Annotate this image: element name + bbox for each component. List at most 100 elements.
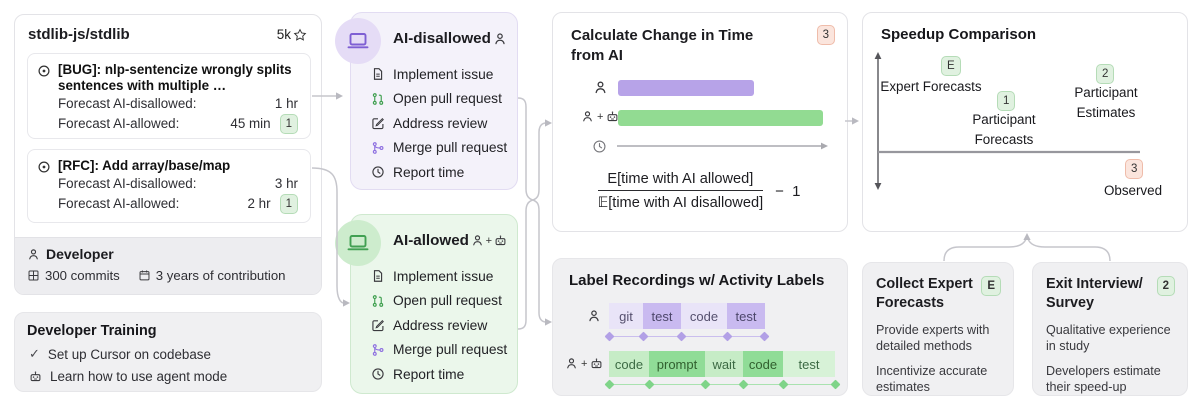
collect-paragraph: Provide experts with detailed methods: [876, 323, 990, 353]
activity-segment: wait: [705, 351, 743, 377]
issue-title: [BUG]: nlp-sentencize wrongly splits sen…: [58, 62, 292, 93]
training-card: Developer Training ✓ Set up Cursor on co…: [14, 312, 322, 392]
review-icon: [371, 116, 385, 130]
timestamp-markers: [604, 379, 841, 390]
forecast-label: Forecast AI-allowed:: [58, 196, 180, 211]
laptop-icon: [335, 220, 381, 266]
collect-forecasts-card: Collect Expert Forecasts E Provide exper…: [862, 262, 1014, 396]
task-label: Address review: [393, 317, 488, 333]
merge-icon: [371, 343, 385, 357]
task-label: Open pull request: [393, 91, 502, 107]
speedup-comparison-card: Speedup Comparison E Expert Forecasts 1 …: [862, 12, 1188, 232]
task-label: Open pull request: [393, 293, 502, 309]
repo-card: stdlib-js/stdlib 5k [BUG]: nlp-sentenciz…: [14, 14, 322, 295]
point-label-participant-forecasts: Participant Forecasts: [972, 112, 1036, 147]
document-icon: [371, 67, 385, 81]
forecast-value: 1 hr: [274, 96, 298, 111]
forecast-row: Forecast AI-allowed: 45 min 1: [58, 114, 298, 134]
exit-paragraph: Qualitative experience in study: [1046, 323, 1171, 353]
training-item: ✓ Set up Cursor on codebase: [27, 346, 309, 362]
check-icon: ✓: [29, 346, 40, 361]
formula-denominator: 𝔼[time with AI disallowed]: [597, 195, 764, 211]
actor-icons: +: [471, 234, 507, 247]
task-item: Implement issue: [371, 62, 509, 87]
exit-interview-card: Exit Interview/ Survey 2 Qualitative exp…: [1032, 262, 1188, 396]
commits-count: 300 commits: [45, 268, 120, 283]
timestamp-markers: [604, 331, 770, 342]
activity-segment: test: [643, 303, 681, 329]
task-item: Report time: [371, 362, 509, 387]
exit-paragraph: Developers estimate their speed-up: [1046, 364, 1161, 394]
activity-segment: git: [609, 303, 643, 329]
activity-segment: prompt: [649, 351, 705, 377]
actor-icons: [493, 32, 507, 46]
developer-footer: Developer 300 commits 3 years of contrib…: [15, 237, 321, 294]
issue-open-icon: [37, 160, 51, 174]
training-title: Developer Training: [27, 323, 157, 339]
task-item: Open pull request: [371, 289, 509, 314]
developer-heading: Developer: [27, 246, 309, 262]
ai-disallowed-time-bar: [618, 80, 754, 96]
point-label-participant-estimates: Participant Estimates: [1074, 85, 1138, 120]
step-badge: 2: [1156, 276, 1175, 296]
clock-icon: [371, 165, 385, 179]
pull-request-icon: [371, 294, 385, 308]
person-plus-robot-icon: +: [581, 110, 619, 123]
task-list: Implement issue Open pull request Addres…: [371, 62, 509, 185]
activity-strip-disallowed: git test code test: [609, 303, 765, 329]
activity-segment: code: [743, 351, 783, 377]
ai-disallowed-panel: AI-disallowed Implement issue Open pull …: [335, 12, 518, 190]
task-label: Merge pull request: [393, 342, 508, 358]
training-item: Learn how to use agent mode: [27, 369, 309, 384]
forecast-value: 3 hr: [274, 176, 298, 191]
task-label: Report time: [393, 164, 465, 180]
formula-numerator: E[time with AI allowed]: [597, 171, 764, 191]
labeling-title: Label Recordings w/ Activity Labels: [569, 272, 825, 289]
contribution-years: 3 years of contribution: [155, 268, 286, 283]
person-plus-robot-icon: +: [565, 357, 603, 370]
speedup-title: Speedup Comparison: [881, 26, 1037, 43]
forecast-row: Forecast AI-allowed: 2 hr 1: [58, 194, 298, 214]
activity-segment: test: [783, 351, 835, 377]
exit-title: Exit Interview/ Survey 2: [1046, 275, 1175, 313]
activity-segment: code: [681, 303, 727, 329]
task-item: Merge pull request: [371, 136, 509, 161]
step-badge: 3: [816, 25, 835, 45]
pull-request-icon: [371, 92, 385, 106]
ai-allowed-header: AI-allowed +: [393, 232, 507, 249]
issue-card-bug: [BUG]: nlp-sentencize wrongly splits sen…: [27, 53, 311, 139]
repo-title: stdlib-js/stdlib: [28, 26, 130, 43]
ai-disallowed-header: AI-disallowed: [393, 30, 507, 47]
training-item-label: Set up Cursor on codebase: [47, 346, 211, 362]
labeling-card: Label Recordings w/ Activity Labels git …: [552, 258, 848, 396]
training-item-label: Learn how to use agent mode: [50, 369, 228, 384]
task-item: Implement issue: [371, 264, 509, 289]
developer-title: Developer: [46, 246, 114, 262]
issue-open-icon: [37, 64, 51, 78]
task-item: Open pull request: [371, 87, 509, 112]
constant-one: 1: [792, 182, 803, 200]
task-item: Report time: [371, 160, 509, 185]
task-label: Merge pull request: [393, 140, 508, 156]
calculate-change-card: Calculate Change in Time from AI 3 + E[t…: [552, 12, 848, 232]
activity-segment: code: [609, 351, 649, 377]
review-icon: [371, 318, 385, 332]
speedup-formula: E[time with AI allowed] 𝔼[time with AI d…: [553, 171, 847, 211]
point-badge-observed: 3: [1125, 159, 1144, 179]
person-icon: [27, 248, 40, 261]
point-badge-expert: E: [941, 56, 961, 76]
point-label-expert: Expert Forecasts: [880, 79, 982, 94]
task-item: Merge pull request: [371, 338, 509, 363]
task-label: Address review: [393, 115, 488, 131]
commits-grid-icon: [27, 269, 40, 282]
document-icon: [371, 269, 385, 283]
person-icon: [493, 32, 507, 46]
point-label-observed: Observed: [1103, 183, 1163, 198]
forecast-value: 45 min: [230, 116, 271, 131]
issue-title: [RFC]: Add array/base/map: [58, 158, 231, 173]
repo-header: stdlib-js/stdlib 5k: [15, 15, 321, 51]
exit-title-text: Exit Interview/ Survey: [1046, 276, 1143, 311]
forecast-label: Forecast AI-disallowed:: [58, 96, 197, 111]
laptop-icon: [335, 18, 381, 64]
